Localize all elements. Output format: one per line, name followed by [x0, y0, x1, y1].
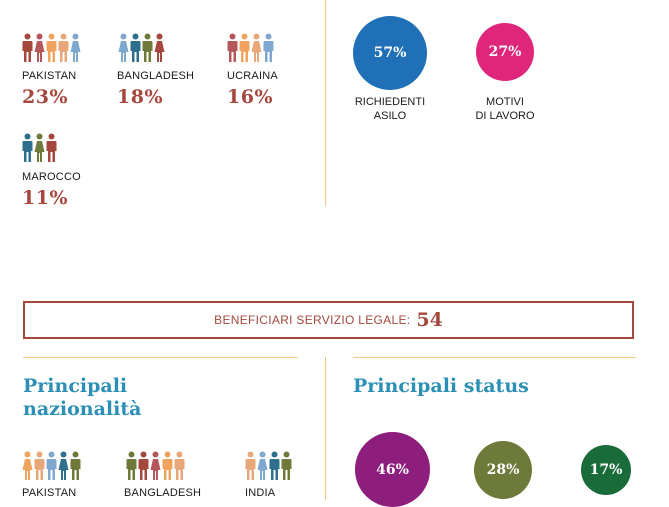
person-icon [162, 451, 173, 480]
country-label: UCRAINA [227, 70, 278, 82]
person-icon [142, 33, 153, 62]
country-label: BANGLADESH [124, 487, 202, 499]
person-icon [251, 33, 262, 62]
legal-beneficiaries-label: BENEFICIARI SERVIZIO LEGALE: [214, 313, 411, 327]
country-label: INDIA [245, 487, 276, 499]
country-percent: 11% [22, 187, 68, 209]
person-icon [22, 133, 33, 162]
person-icon [130, 33, 141, 62]
legal-beneficiaries-value: 54 [416, 309, 443, 331]
country-percent: 23% [22, 86, 68, 108]
country-label: BANGLADESH [117, 70, 195, 82]
status-circle-1: 46% [355, 432, 430, 507]
status-title: Principali status [353, 375, 529, 397]
person-icon [263, 33, 274, 62]
person-icon [126, 451, 137, 480]
people-icon-group [126, 451, 185, 481]
top-column-divider [325, 0, 326, 206]
people-icon-group [22, 33, 81, 63]
person-icon [70, 451, 81, 480]
person-icon [58, 451, 69, 480]
person-icon [22, 451, 33, 480]
country-label: PAKISTAN [22, 487, 77, 499]
person-icon [46, 33, 57, 62]
country-percent: 16% [227, 86, 273, 108]
legal-beneficiaries-box: BENEFICIARI SERVIZIO LEGALE: 54 [23, 301, 634, 339]
bottom-right-rule [353, 357, 636, 358]
person-icon [34, 451, 45, 480]
person-icon [138, 451, 149, 480]
bottom-column-divider [325, 357, 326, 500]
people-icon-group [227, 33, 274, 63]
person-icon [46, 451, 57, 480]
person-icon [22, 33, 33, 62]
person-icon [239, 33, 250, 62]
person-icon [150, 451, 161, 480]
bottom-left-rule [23, 357, 298, 358]
person-icon [70, 33, 81, 62]
status-caption-asylum: RICHIEDENTI ASILO [354, 96, 426, 122]
status-circle-3: 17% [581, 445, 631, 495]
person-icon [281, 451, 292, 480]
person-icon [46, 133, 57, 162]
person-icon [154, 33, 165, 62]
people-icon-group [118, 33, 165, 63]
nationalities-title: Principali nazionalità [23, 375, 142, 420]
person-icon [227, 33, 238, 62]
status-caption-work: MOTIVI DI LAVORO [475, 96, 535, 122]
country-label: PAKISTAN [22, 70, 77, 82]
person-icon [245, 451, 256, 480]
status-circle-asylum: 57% [353, 16, 427, 90]
people-icon-group [22, 133, 57, 163]
people-icon-group [245, 451, 292, 481]
status-circle-work: 27% [476, 23, 534, 81]
country-label: MAROCCO [22, 171, 81, 183]
person-icon [257, 451, 268, 480]
person-icon [269, 451, 280, 480]
country-percent: 18% [117, 86, 163, 108]
person-icon [174, 451, 185, 480]
person-icon [118, 33, 129, 62]
person-icon [34, 33, 45, 62]
person-icon [58, 33, 69, 62]
status-circle-2: 28% [474, 441, 532, 499]
person-icon [34, 133, 45, 162]
people-icon-group [22, 451, 81, 481]
